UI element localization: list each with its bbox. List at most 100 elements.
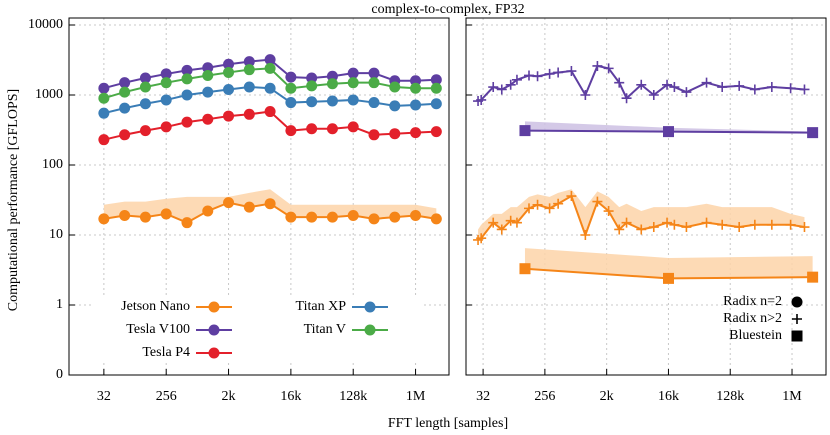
point <box>347 209 359 221</box>
point <box>119 77 131 89</box>
point <box>681 222 692 233</box>
point <box>139 72 151 84</box>
point <box>160 94 172 106</box>
point <box>621 217 632 228</box>
point <box>326 123 338 135</box>
point <box>681 87 692 98</box>
point <box>669 82 680 93</box>
point <box>389 81 401 93</box>
point <box>347 67 359 79</box>
point <box>476 94 487 105</box>
point <box>285 211 297 223</box>
point <box>306 211 318 223</box>
point <box>592 196 603 207</box>
point <box>662 79 673 90</box>
legend-marker <box>208 301 220 313</box>
point <box>181 116 193 128</box>
point <box>160 121 172 133</box>
legend-marker <box>791 296 803 308</box>
point <box>799 222 810 233</box>
point <box>285 71 297 83</box>
y-tick-label: 10 <box>49 227 63 242</box>
point <box>553 198 564 209</box>
point <box>766 219 777 230</box>
point <box>785 83 796 94</box>
point <box>701 77 712 88</box>
point <box>663 126 675 138</box>
point <box>603 206 614 217</box>
point <box>603 63 614 74</box>
plot-frame <box>465 17 827 376</box>
point <box>785 219 796 230</box>
chart-title: complex-to-complex, FP32 <box>371 2 524 17</box>
point <box>410 127 422 139</box>
point <box>119 129 131 141</box>
x-tick-label: 1M <box>782 389 802 404</box>
point <box>285 125 297 137</box>
point <box>347 121 359 133</box>
series-layer <box>473 60 819 284</box>
point <box>544 203 555 214</box>
x-tick-label: 128k <box>716 389 744 404</box>
point <box>505 79 516 90</box>
point <box>389 128 401 140</box>
point <box>662 217 673 228</box>
point <box>139 211 151 223</box>
point <box>160 77 172 89</box>
point <box>410 209 422 221</box>
point <box>264 198 276 210</box>
legend-marker <box>792 314 802 324</box>
point <box>717 82 728 93</box>
point <box>223 66 235 78</box>
x-tick-label: 2k <box>222 389 236 404</box>
point <box>368 213 380 225</box>
point <box>139 98 151 110</box>
y-tick-label: 1000 <box>35 87 63 102</box>
point <box>430 98 442 110</box>
point <box>119 86 131 98</box>
point <box>326 78 338 90</box>
point <box>181 73 193 85</box>
point <box>181 64 193 76</box>
point <box>488 82 499 93</box>
point <box>347 77 359 89</box>
point <box>580 230 591 240</box>
legend-label: Titan V <box>304 322 346 337</box>
point <box>566 191 577 202</box>
point <box>532 71 543 82</box>
point <box>243 64 255 76</box>
x-tick-label: 1M <box>406 389 426 404</box>
x-axis-label: FFT length [samples] <box>388 416 508 431</box>
legend-marker <box>364 301 376 313</box>
point <box>807 271 819 283</box>
point <box>717 219 728 230</box>
point <box>243 201 255 213</box>
point <box>734 80 745 91</box>
x-tick-label: 2k <box>600 389 614 404</box>
point <box>766 82 777 93</box>
point <box>306 123 318 135</box>
legend-label: Jetson Nano <box>121 299 190 314</box>
y-tick-label: 100 <box>42 157 63 172</box>
point <box>181 89 193 101</box>
y-tick-label: 0 <box>56 367 63 382</box>
point <box>347 94 359 106</box>
point <box>326 95 338 107</box>
point <box>505 215 516 226</box>
point <box>98 107 110 119</box>
point <box>532 199 543 210</box>
point <box>519 125 531 137</box>
point <box>202 113 214 125</box>
point <box>243 81 255 93</box>
point <box>519 263 531 275</box>
point <box>523 70 534 81</box>
x-tick-label: 16k <box>658 389 679 404</box>
point <box>306 72 318 84</box>
series-line <box>477 64 805 102</box>
point <box>496 84 507 95</box>
point <box>202 205 214 217</box>
point <box>202 86 214 98</box>
y-tick-label: 10000 <box>28 17 63 32</box>
